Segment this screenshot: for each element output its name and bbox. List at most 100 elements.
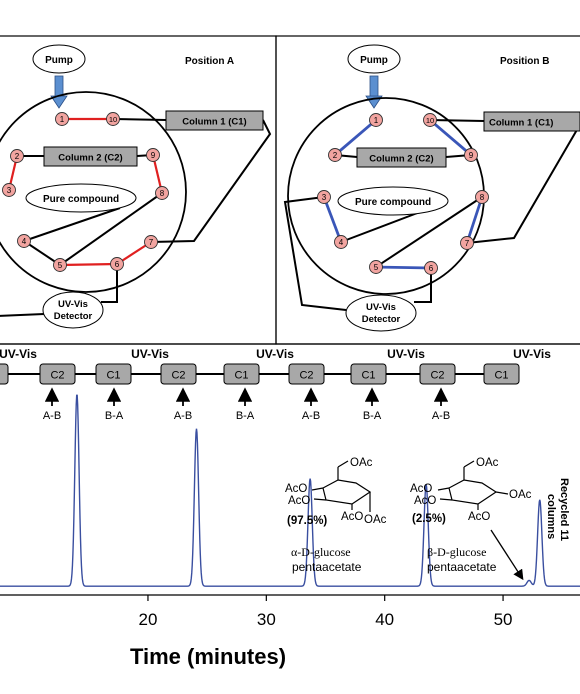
- beta-oac-top: OAc: [476, 457, 499, 469]
- switch-4-label: B-A: [236, 410, 255, 422]
- switch-1: A-B: [43, 387, 61, 422]
- alpha-oac-top: OAc: [350, 457, 373, 469]
- port-b-7: 7: [460, 236, 474, 250]
- detector-b-label-2: Detector: [362, 314, 401, 325]
- conn-b-10-c1: [429, 119, 485, 122]
- port-b-10: 10: [423, 113, 437, 127]
- seq-box-8-label: C1: [494, 370, 508, 382]
- port-b-1: 1: [369, 113, 383, 127]
- switch-2: B-A: [105, 387, 124, 422]
- port-a-5: 5: [53, 258, 67, 272]
- port-b-5: 5: [369, 260, 383, 274]
- port-b-5-label: 5: [374, 263, 379, 272]
- port-a-10-label: 10: [109, 115, 117, 124]
- switch-3-label: A-B: [174, 410, 192, 422]
- conn-b-3-detector: [283, 196, 347, 311]
- beta-structure-icon: [437, 460, 509, 510]
- conn-b-6-detector: [414, 268, 432, 303]
- x-axis-title: Time (minutes): [130, 644, 286, 669]
- port-b-6-label: 6: [429, 264, 434, 273]
- port-b-7-label: 7: [465, 239, 470, 248]
- port-b-9-label: 9: [469, 151, 474, 160]
- seq-box-1: C2: [39, 363, 76, 385]
- column2-a-label: Column 2 (C2): [58, 153, 122, 164]
- column1-b-box: [483, 111, 580, 132]
- port-b-4-label: 4: [339, 238, 344, 247]
- detector-b-label-1: UV-Vis: [366, 302, 396, 313]
- port-a-1: 1: [55, 112, 69, 126]
- port-b-8: 8: [475, 190, 489, 204]
- conn-a-c1-7: [150, 119, 272, 243]
- conn-b-8-7: [465, 196, 484, 244]
- sequence-row: UV-Vis UV-Vis UV-Vis UV-Vis UV-Vis C2 C1…: [0, 347, 551, 422]
- switch-7: A-B: [432, 387, 450, 422]
- seq-box-7-label: C2: [430, 370, 444, 382]
- seq-box-2: C1: [95, 363, 132, 385]
- conn-b-10-9: [429, 118, 472, 157]
- switch-2-label: B-A: [105, 410, 124, 422]
- seq-box-4-label: C1: [234, 370, 248, 382]
- panel-a-position-label: Position A: [185, 56, 234, 67]
- column2-a-box: [43, 146, 138, 167]
- port-b-8-label: 8: [480, 193, 485, 202]
- switch-1-label: A-B: [43, 410, 61, 422]
- conn-a-4-pure: [23, 207, 121, 242]
- x-axis-ticks: 20 30 40 50: [138, 595, 513, 629]
- switch-3: A-B: [174, 387, 192, 422]
- detector-a-label-2: Detector: [54, 311, 93, 322]
- pure-compound-b: [337, 186, 449, 216]
- pump-b-label: Pump: [360, 55, 388, 66]
- switch-4: B-A: [236, 387, 255, 422]
- alpha-oac-bottom: OAc: [364, 514, 387, 526]
- seq-box-1-label: C2: [50, 370, 64, 382]
- seq-box-8: C1: [483, 363, 520, 385]
- chromatogram-trace: [0, 394, 580, 587]
- seq-box-6-label: C1: [361, 370, 375, 382]
- valve-a-circle: [0, 91, 187, 293]
- valve-panel-a: Position A Pump Column 1 (C1) Column 2 (…: [0, 35, 277, 345]
- port-a-4-label: 4: [22, 237, 27, 246]
- beta-name-2: pentaacetate: [427, 560, 497, 574]
- port-b-1-label: 1: [374, 116, 379, 125]
- port-a-9: 9: [146, 148, 160, 162]
- conn-a-10-c1: [112, 118, 167, 121]
- recycled-label-1: Recycled 11: [558, 478, 570, 541]
- port-b-9: 9: [464, 148, 478, 162]
- column2-b-label: Column 2 (C2): [369, 154, 433, 165]
- chromatogram: 20 30 40 50 Time (minutes) OAc AcO AcO AcO …: [0, 343, 580, 669]
- port-b-2-label: 2: [333, 151, 338, 160]
- seq-box-3: C2: [160, 363, 197, 385]
- pump-a: [32, 44, 86, 74]
- column1-b-label: Column 1 (C1): [489, 118, 553, 129]
- seq-box-7: C2: [419, 363, 456, 385]
- port-b-3: 3: [317, 190, 331, 204]
- seq-uvvis-5: UV-Vis: [513, 347, 551, 361]
- port-a-10: 10: [106, 112, 120, 126]
- x-tick-label-50: 50: [494, 610, 513, 629]
- conn-a-5-8: [59, 192, 163, 266]
- conn-a-5-6: [59, 262, 118, 267]
- x-tick-label-40: 40: [375, 610, 394, 629]
- alpha-aco-1: AcO: [285, 483, 307, 495]
- column1-a-label: Column 1 (C1): [182, 117, 246, 128]
- port-a-6-label: 6: [115, 260, 120, 269]
- alpha-percent: (97.5%): [287, 515, 327, 527]
- port-a-3: 3: [2, 183, 16, 197]
- seq-uvvis-2: UV-Vis: [131, 347, 169, 361]
- port-a-1-label: 1: [60, 115, 65, 124]
- beta-peak-arrow-icon: [490, 529, 524, 581]
- conn-b-5-8: [375, 196, 483, 268]
- conn-b-5-6: [375, 265, 432, 270]
- pump-a-label: Pump: [45, 55, 73, 66]
- panel-b-position-label: Position B: [500, 56, 549, 67]
- switch-6: B-A: [363, 387, 382, 422]
- seq-box-0: [0, 363, 9, 385]
- port-a-4: 4: [17, 234, 31, 248]
- port-a-6: 6: [110, 257, 124, 271]
- port-b-3-label: 3: [322, 193, 327, 202]
- detector-b: [345, 294, 417, 332]
- valve-panel-b: Position B Pump Column 1 (C1) Column 2 (…: [275, 35, 580, 345]
- detector-a-label-1: UV-Vis: [58, 299, 88, 310]
- beta-aco-2: AcO: [414, 495, 436, 507]
- conn-b-3-4: [322, 196, 343, 243]
